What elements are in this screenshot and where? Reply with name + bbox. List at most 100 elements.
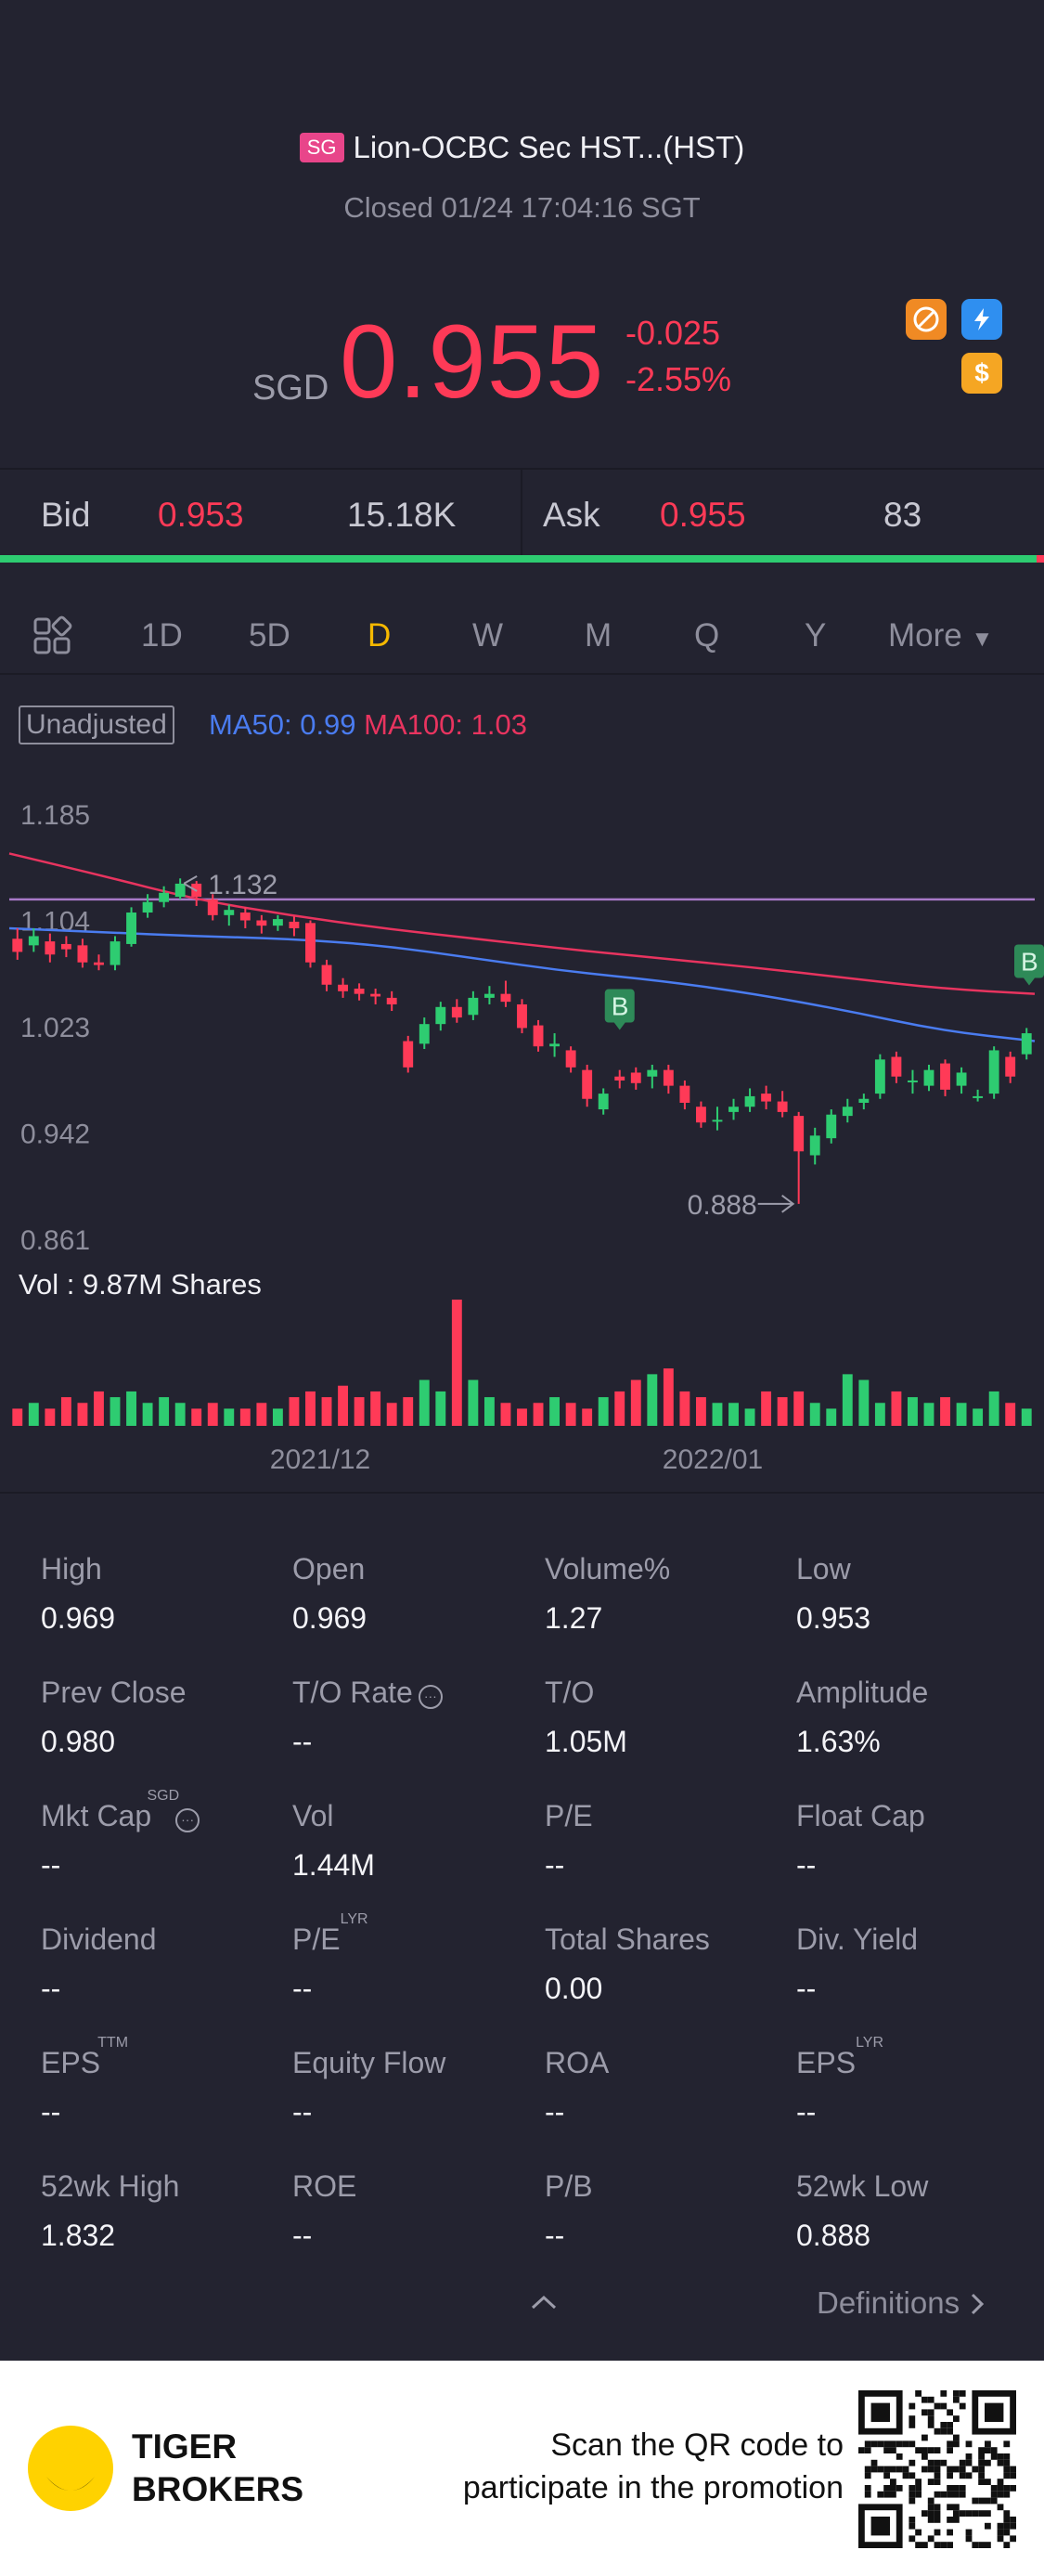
- candle-body: [256, 920, 267, 926]
- stat-roa: ROA --: [545, 2046, 795, 2129]
- candle-body: [419, 1024, 430, 1044]
- adjustment-toggle[interactable]: Unadjusted: [19, 705, 174, 744]
- candle-body: [809, 1135, 820, 1156]
- stat-value: 1.27: [545, 1601, 603, 1635]
- volume-bar: [777, 1397, 788, 1426]
- candle-body: [679, 1085, 690, 1103]
- candle-body: [973, 1095, 984, 1098]
- candle-body: [338, 984, 349, 991]
- market-badge: SG: [299, 133, 344, 162]
- chevron-right-icon: [968, 2285, 986, 2320]
- volume-bar: [60, 1397, 71, 1426]
- stat-prev-close: Prev Close 0.980: [41, 1676, 291, 1759]
- volume-bar: [728, 1403, 739, 1426]
- volume-bar: [630, 1379, 641, 1426]
- stat-value: 1.832: [41, 2219, 116, 2252]
- caret-down-icon: ▼: [971, 627, 994, 652]
- definitions-link[interactable]: Definitions: [817, 2285, 986, 2321]
- volume-bar: [973, 1408, 984, 1426]
- candle-body: [1021, 1033, 1032, 1055]
- stat-value: --: [796, 1972, 817, 2005]
- price-change-percent: -2.55%: [625, 360, 732, 398]
- stats-divider: [0, 1492, 1044, 1494]
- volume-bar: [12, 1408, 23, 1426]
- tab-quarterly[interactable]: Q: [694, 617, 720, 654]
- dollar-icon[interactable]: $: [961, 353, 1002, 394]
- stat-t-o: T/O 1.05M: [545, 1676, 795, 1759]
- tab-weekly[interactable]: W: [472, 617, 504, 654]
- period-tabs: 1D 5D D W M Q Y More ▼: [0, 608, 1044, 675]
- stat-vol: Vol 1.44M: [292, 1799, 543, 1883]
- stat-52wk-low: 52wk Low 0.888: [796, 2169, 1044, 2253]
- stat-value: --: [292, 1972, 313, 2005]
- stat-superscript: LYR: [856, 2035, 884, 2051]
- stat-p-e: P/E --: [545, 1799, 795, 1883]
- promo-text-line-2: participate in the promotion: [462, 2470, 844, 2505]
- candle-body: [159, 892, 170, 902]
- stat-label: ROE: [292, 2169, 357, 2203]
- volume-bar: [94, 1391, 104, 1426]
- candle-body: [354, 989, 365, 994]
- promo-text-line-1: Scan the QR code to: [550, 2427, 844, 2463]
- candle-body: [45, 941, 56, 955]
- tiger-logo-icon: [28, 2426, 113, 2511]
- market-status: Closed 01/24 17:04:16 SGT: [343, 191, 701, 224]
- stat-dividend: Dividend --: [41, 1922, 291, 2006]
- buy-marker-label: B: [1021, 947, 1038, 976]
- high-arrow-icon: [183, 875, 198, 892]
- candle-body: [28, 936, 39, 946]
- volume-bar: [28, 1403, 39, 1426]
- volume-bar: [940, 1397, 950, 1426]
- stat-value: 0.980: [41, 1725, 116, 1758]
- candle-body: [60, 943, 71, 950]
- stat-equity-flow: Equity Flow --: [292, 2046, 543, 2129]
- tab-yearly[interactable]: Y: [805, 617, 827, 654]
- volume-bar: [45, 1408, 56, 1426]
- info-icon[interactable]: ···: [418, 1685, 443, 1709]
- tab-more[interactable]: More ▼: [888, 617, 993, 654]
- candle-body: [517, 1003, 527, 1029]
- tab-1d[interactable]: 1D: [141, 617, 183, 654]
- price-chart[interactable]: 1.185 1.104 1.023 0.942 0.861 1.132 0.888 B B 202…: [0, 687, 1044, 1485]
- stat-label: Open: [292, 1552, 366, 1586]
- volume-bar: [533, 1403, 544, 1426]
- tab-monthly[interactable]: M: [585, 617, 612, 654]
- buy-marker-label: B: [612, 992, 629, 1021]
- volume-bar: [451, 1300, 462, 1426]
- qr-code-icon[interactable]: [858, 2390, 1016, 2548]
- buy-marker: [604, 989, 635, 1023]
- no-shorting-icon[interactable]: [906, 299, 947, 340]
- candle-body: [858, 1098, 870, 1103]
- candle-body: [908, 1080, 918, 1082]
- candle-body: [386, 997, 397, 1004]
- volume-bar: [191, 1408, 202, 1426]
- volume-bar: [874, 1403, 885, 1426]
- stat-high: High 0.969: [41, 1552, 291, 1636]
- collapse-chevron-icon[interactable]: [528, 2284, 560, 2320]
- stat-label: EPS TTM: [41, 2035, 129, 2079]
- candle-body: [77, 945, 88, 963]
- candle-body: [94, 962, 104, 965]
- tab-5d[interactable]: 5D: [249, 617, 290, 654]
- tab-daily[interactable]: D: [367, 617, 392, 654]
- stat-label: Dividend: [41, 1922, 157, 1956]
- chart-grid-icon[interactable]: [32, 615, 72, 665]
- stat-label: Vol: [292, 1799, 334, 1832]
- volume-bar: [663, 1368, 674, 1426]
- stat-label: Equity Flow: [292, 2046, 446, 2079]
- stat-value: --: [796, 2095, 817, 2129]
- candle-body: [435, 1006, 446, 1025]
- stat-label: Volume%: [545, 1552, 671, 1586]
- y-tick-label: 1.185: [20, 800, 90, 831]
- candle-body: [370, 993, 381, 997]
- lightning-level1-icon[interactable]: [961, 299, 1002, 340]
- volume-bar: [761, 1391, 772, 1426]
- stat-p-b: P/B --: [545, 2169, 795, 2253]
- candle-body: [468, 997, 479, 1016]
- volume-bar: [988, 1391, 999, 1426]
- info-icon[interactable]: ···: [175, 1808, 200, 1832]
- promo-footer: TIGER BROKERS Scan the QR code to partic…: [0, 2361, 1044, 2576]
- definitions-label: Definitions: [817, 2285, 960, 2320]
- volume-bar: [272, 1408, 283, 1426]
- volume-bar: [956, 1403, 967, 1426]
